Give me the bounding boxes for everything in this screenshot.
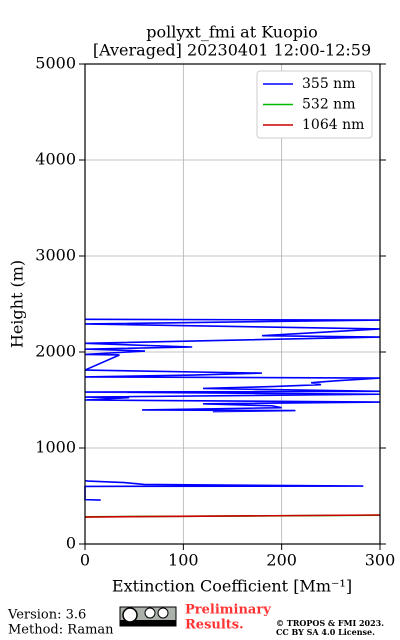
profile-line	[84, 514, 381, 518]
y-tick-label: 1000	[35, 438, 76, 457]
method: Method: Raman	[8, 623, 114, 638]
y-tick-label: 3000	[35, 246, 76, 265]
y-tick-label: 2000	[35, 342, 76, 361]
y-tick-label: 0	[66, 534, 76, 553]
x-axis-label: Extinction Coefficient [Mm⁻¹]	[112, 577, 352, 596]
footer: Version: 3.6 Method: Raman Preliminary R…	[7, 603, 384, 638]
x-tick-label: 100	[168, 551, 199, 570]
x-tick-label: 200	[266, 551, 297, 570]
profile-line	[84, 318, 381, 413]
version: Version: 3.6	[7, 608, 86, 623]
legend-label: 1064 nm	[302, 117, 364, 133]
legend-label: 532 nm	[302, 97, 355, 113]
license: © TROPOS & FMI 2023.	[276, 618, 384, 628]
legend-box	[256, 70, 373, 139]
x-tick-label: 300	[365, 551, 396, 570]
y-axis-label: Height (m)	[8, 260, 27, 348]
chart-title: pollyxt_fmi at Kuopio	[146, 23, 317, 42]
y-tick-label: 4000	[35, 150, 76, 169]
y-tick-label: 5000	[35, 54, 76, 73]
x-tick-label: 0	[80, 551, 90, 570]
cc-logo	[119, 606, 177, 627]
profile-line	[84, 479, 364, 501]
preliminary: Preliminary	[185, 603, 271, 618]
plot-frame	[84, 63, 381, 545]
license: CC BY SA 4.0 License.	[276, 627, 375, 637]
preliminary: Results.	[185, 618, 244, 633]
legend-label: 355 nm	[302, 76, 355, 92]
chart-subtitle: [Averaged] 20230401 12:00-12:59	[93, 41, 371, 60]
